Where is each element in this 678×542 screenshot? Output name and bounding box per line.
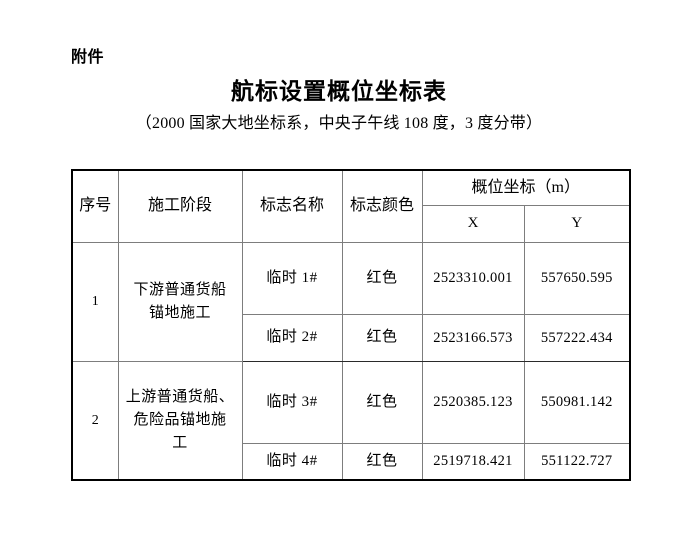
cell-mark-name: 临时 3#: [241, 361, 343, 444]
table-body: 1 下游普通货船 锚地施工 临时 1# 红色 2523310.001 55765…: [71, 242, 631, 481]
column-header-mark-color: 标志颜色: [341, 169, 423, 243]
table-row: 临时 4# 红色 2519718.421 551122.727: [72, 443, 631, 481]
stage-line: 工: [172, 435, 188, 452]
cell-mark-color: 红色: [341, 314, 423, 362]
cell-coord-y: 557650.595: [523, 242, 631, 315]
stage-line: 危险品锚地施: [133, 411, 227, 428]
cell-coord-y: 551122.727: [523, 443, 631, 481]
cell-stage: 上游普通货船、 危险品锚地施 工: [117, 361, 243, 481]
coordinate-table-container: 序号 施工阶段 标志名称 标志颜色 概位坐标（m） X Y 1 下游普通货船: [71, 169, 632, 481]
column-header-stage: 施工阶段: [117, 169, 243, 243]
table-row: 1 下游普通货船 锚地施工 临时 1# 红色 2523310.001 55765…: [71, 242, 631, 362]
cell-mark-color: 红色: [341, 443, 423, 481]
table-header-row-2: X Y: [72, 205, 631, 243]
stage-line: 锚地施工: [148, 305, 211, 321]
column-header-seq: 序号: [71, 169, 119, 243]
cell-coord-x: 2523310.001: [421, 242, 525, 315]
cell-coord-x: 2520385.123: [421, 361, 525, 444]
table-header-row-1: 序号 施工阶段 标志名称 标志颜色 概位坐标（m）: [71, 169, 631, 243]
table-row: 2 上游普通货船、 危险品锚地施 工 临时 3# 红色 2520385.123 …: [71, 361, 631, 481]
column-header-coord-x: X: [421, 205, 525, 243]
column-header-mark-name: 标志名称: [241, 169, 343, 243]
cell-seq: 1: [71, 242, 119, 362]
coordinate-table: 序号 施工阶段 标志名称 标志颜色 概位坐标（m） X Y 1 下游普通货船: [71, 169, 632, 481]
column-header-coords-group: 概位坐标（m）: [421, 169, 631, 206]
cell-seq: 2: [71, 361, 119, 481]
attachment-label: 附件: [71, 49, 105, 66]
cell-mark-name: 临时 4#: [241, 443, 343, 481]
cell-mark-name: 临时 1#: [241, 242, 343, 315]
table-header: 序号 施工阶段 标志名称 标志颜色 概位坐标（m） X Y: [71, 169, 631, 243]
cell-coord-x: 2519718.421: [421, 443, 525, 481]
cell-coord-y: 557222.434: [523, 314, 631, 362]
cell-mark-name: 临时 2#: [241, 314, 343, 362]
stage-line: 下游普通货船: [133, 281, 227, 298]
table-row: 临时 2# 红色 2523166.573 557222.434: [72, 314, 631, 362]
cell-coord-x: 2523166.573: [421, 314, 525, 362]
cell-stage: 下游普通货船 锚地施工: [117, 242, 243, 362]
column-header-coord-y: Y: [523, 205, 631, 243]
cell-mark-color: 红色: [341, 361, 423, 444]
page-title: 航标设置概位坐标表: [231, 79, 447, 104]
cell-mark-color: 红色: [341, 242, 423, 315]
page-subtitle: （2000 国家大地坐标系，中央子午线 108 度，3 度分带）: [135, 115, 543, 132]
cell-coord-y: 550981.142: [523, 361, 631, 444]
stage-line: 上游普通货船、: [125, 388, 235, 405]
